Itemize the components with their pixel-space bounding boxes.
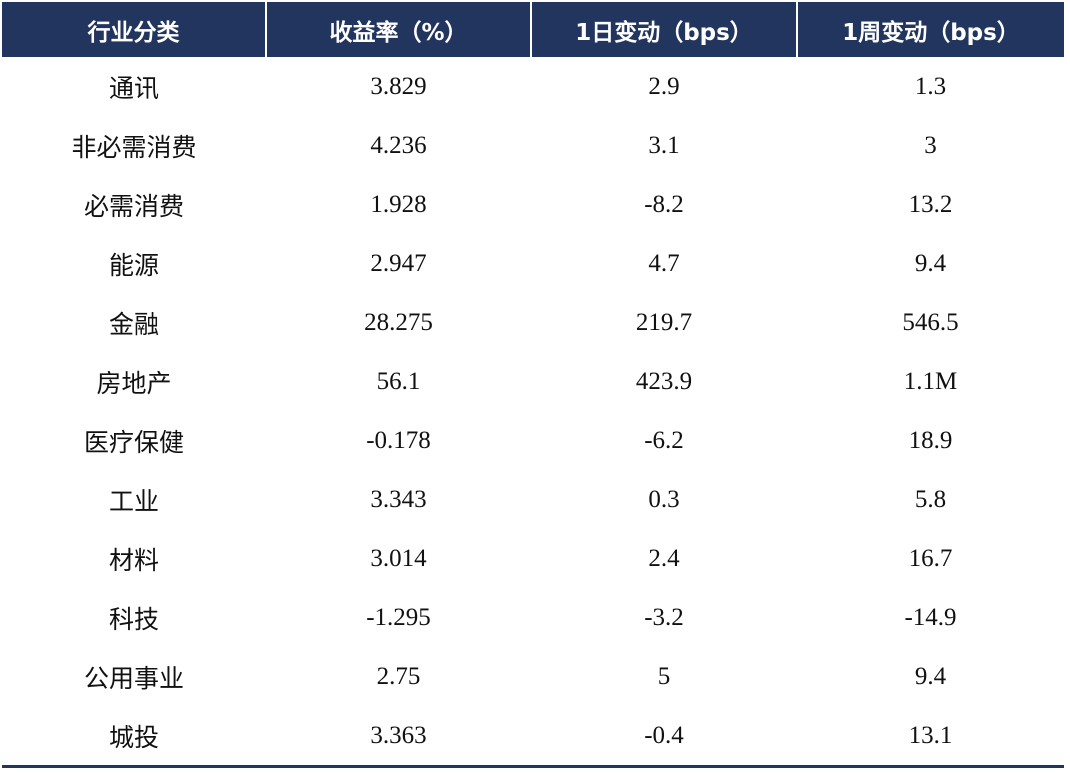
header-1w-change: 1周变动（bps） bbox=[797, 2, 1064, 57]
category-cell: 非必需消费 bbox=[71, 132, 197, 162]
1d-change-cell: 4.7 bbox=[648, 249, 680, 277]
category-cell: 通讯 bbox=[108, 73, 159, 103]
1d-change-cell: 3.1 bbox=[648, 131, 680, 159]
header-category: 行业分类 bbox=[2, 2, 267, 57]
table-row: 必需消费 1.928 -8.2 13.2 bbox=[2, 175, 1064, 234]
yield-cell: 3.829 bbox=[370, 72, 427, 100]
1w-change-cell: 16.7 bbox=[908, 544, 953, 572]
table-row: 工业 3.343 0.3 5.8 bbox=[2, 470, 1064, 529]
yield-cell: 3.014 bbox=[370, 544, 427, 572]
1w-change-cell: 13.1 bbox=[797, 706, 1064, 768]
table-row: 城投 3.363 -0.4 13.1 bbox=[2, 706, 1064, 768]
category-cell: 金融 bbox=[108, 309, 159, 339]
table-row: 非必需消费 4.236 3.1 3 bbox=[2, 116, 1064, 175]
1d-change-cell: 423.9 bbox=[635, 367, 693, 395]
yield-cell: -1.295 bbox=[366, 603, 431, 631]
1d-change-cell: 0.3 bbox=[648, 485, 680, 513]
1d-change-cell: 5 bbox=[657, 662, 671, 690]
1d-change-cell: 2.4 bbox=[648, 544, 680, 572]
category-cell: 房地产 bbox=[96, 368, 172, 398]
1d-change-cell: -8.2 bbox=[644, 190, 684, 218]
category-cell: 科技 bbox=[108, 604, 159, 634]
category-cell: 工业 bbox=[108, 486, 159, 516]
yield-cell: 4.236 bbox=[370, 131, 427, 159]
yield-cell: 3.363 bbox=[266, 706, 531, 768]
1w-change-cell: 5.8 bbox=[914, 485, 947, 513]
category-cell: 能源 bbox=[108, 250, 159, 280]
1w-change-cell: 9.4 bbox=[914, 662, 947, 690]
table-row: 房地产 56.1 423.9 1.1M bbox=[2, 352, 1064, 411]
yield-cell: 28.275 bbox=[364, 308, 433, 336]
1d-change-cell: -0.4 bbox=[531, 706, 797, 768]
yield-cell: 56.1 bbox=[376, 367, 421, 395]
1w-change-cell: 9.4 bbox=[914, 249, 947, 277]
1w-change-cell: 18.9 bbox=[908, 426, 953, 454]
1d-change-cell: -3.2 bbox=[644, 603, 684, 631]
table-body: 通讯 3.829 2.9 1.3 非必需消费 4.236 3.1 3 必需消费 … bbox=[2, 57, 1064, 768]
1w-change-cell: 546.5 bbox=[902, 308, 959, 336]
category-cell: 材料 bbox=[108, 545, 159, 575]
table-row: 通讯 3.829 2.9 1.3 bbox=[2, 57, 1064, 116]
category-cell: 公用事业 bbox=[83, 663, 184, 693]
table-row: 材料 3.014 2.4 16.7 bbox=[2, 529, 1064, 588]
yield-cell: 2.75 bbox=[376, 662, 421, 690]
table-row: 科技 -1.295 -3.2 -14.9 bbox=[2, 588, 1064, 647]
category-cell: 必需消费 bbox=[83, 191, 184, 221]
table-row: 能源 2.947 4.7 9.4 bbox=[2, 234, 1064, 293]
header-yield: 收益率（%） bbox=[266, 2, 532, 57]
yield-cell: -0.178 bbox=[366, 426, 431, 454]
table-header: 行业分类 收益率（%） 1日变动（bps） 1周变动（bps） bbox=[2, 2, 1064, 57]
header-1d-change: 1日变动（bps） bbox=[531, 2, 798, 57]
1w-change-cell: 13.2 bbox=[908, 190, 953, 218]
table-row: 金融 28.275 219.7 546.5 bbox=[2, 293, 1064, 352]
header-row: 行业分类 收益率（%） 1日变动（bps） 1周变动（bps） bbox=[2, 2, 1064, 57]
table-row: 公用事业 2.75 5 9.4 bbox=[2, 647, 1064, 706]
yield-cell: 1.928 bbox=[370, 190, 427, 218]
table-row: 医疗保健 -0.178 -6.2 18.9 bbox=[2, 411, 1064, 470]
1w-change-cell: 1.1M bbox=[903, 367, 958, 395]
category-cell: 医疗保健 bbox=[83, 427, 184, 457]
1w-change-cell: 1.3 bbox=[914, 72, 947, 100]
yield-cell: 2.947 bbox=[370, 249, 427, 277]
1w-change-cell: 3 bbox=[924, 131, 937, 159]
1d-change-cell: -6.2 bbox=[644, 426, 684, 454]
yield-cell: 3.343 bbox=[370, 485, 427, 513]
1d-change-cell: 219.7 bbox=[635, 308, 693, 336]
category-cell: 城投 bbox=[2, 706, 266, 768]
1d-change-cell: 2.9 bbox=[648, 72, 680, 100]
1w-change-cell: -14.9 bbox=[904, 603, 957, 631]
